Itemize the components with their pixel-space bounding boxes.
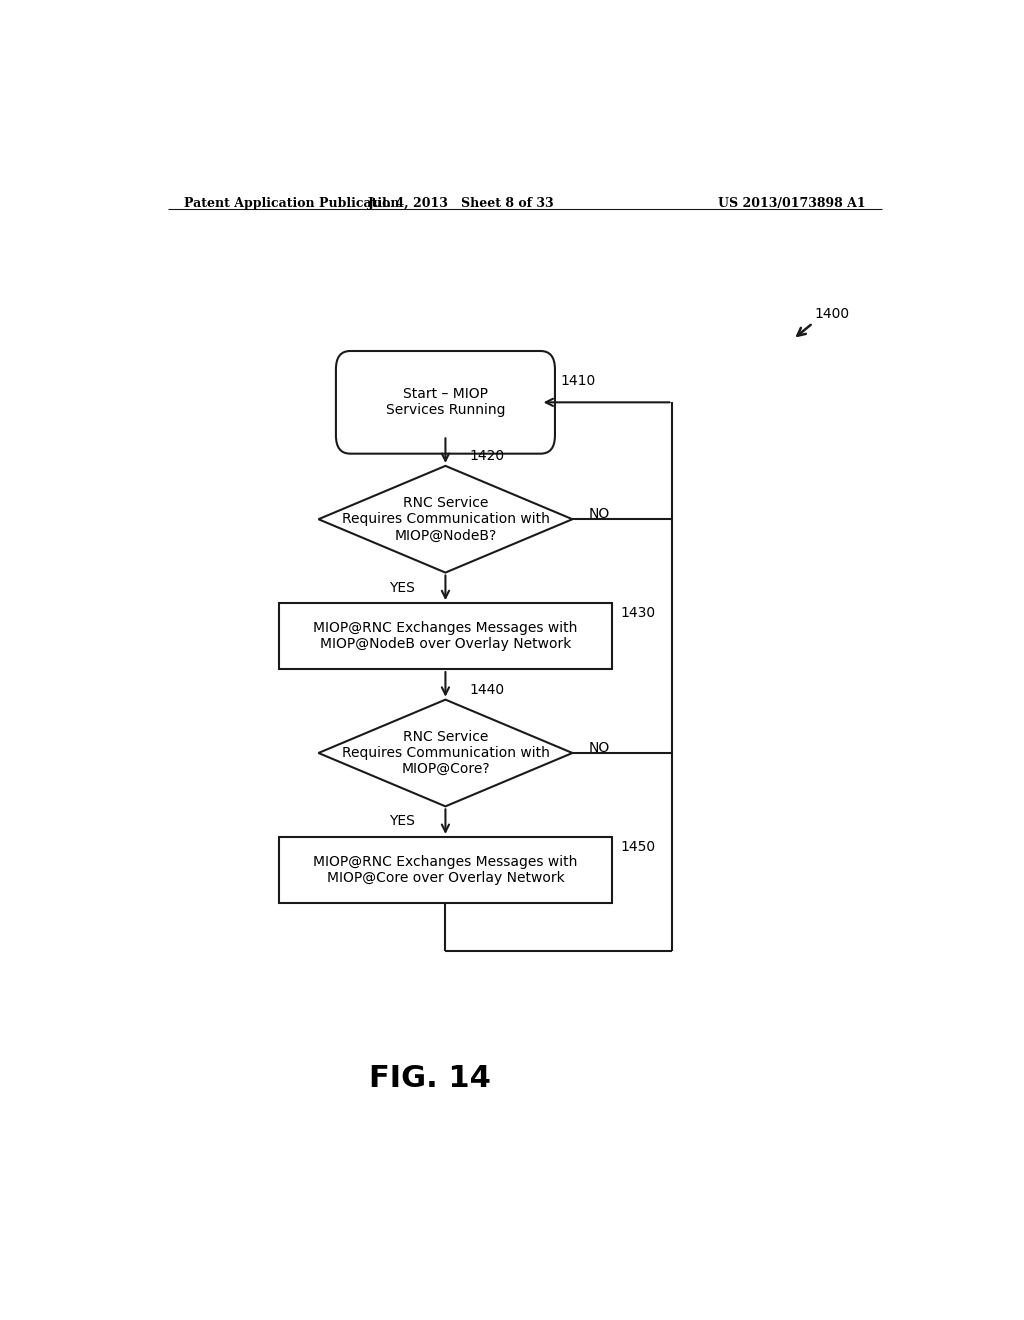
- Text: YES: YES: [389, 814, 415, 829]
- Text: US 2013/0173898 A1: US 2013/0173898 A1: [719, 197, 866, 210]
- Bar: [279, 837, 612, 903]
- Text: FIG. 14: FIG. 14: [369, 1064, 490, 1093]
- FancyBboxPatch shape: [336, 351, 555, 454]
- Text: Start – MIOP
Services Running: Start – MIOP Services Running: [386, 387, 505, 417]
- Text: RNC Service
Requires Communication with
MIOP@Core?: RNC Service Requires Communication with …: [341, 730, 550, 776]
- Text: YES: YES: [389, 581, 415, 595]
- Text: Jul. 4, 2013   Sheet 8 of 33: Jul. 4, 2013 Sheet 8 of 33: [368, 197, 555, 210]
- Text: 1450: 1450: [620, 840, 655, 854]
- Polygon shape: [318, 466, 572, 573]
- Text: Patent Application Publication: Patent Application Publication: [183, 197, 399, 210]
- Text: 1440: 1440: [469, 682, 505, 697]
- Polygon shape: [318, 700, 572, 807]
- Bar: [279, 603, 612, 669]
- Text: 1420: 1420: [469, 449, 505, 463]
- Text: 1410: 1410: [560, 375, 596, 388]
- Text: RNC Service
Requires Communication with
MIOP@NodeB?: RNC Service Requires Communication with …: [341, 496, 550, 543]
- Text: NO: NO: [588, 741, 609, 755]
- Text: NO: NO: [588, 507, 609, 521]
- Text: 1400: 1400: [814, 308, 850, 321]
- Text: MIOP@RNC Exchanges Messages with
MIOP@Core over Overlay Network: MIOP@RNC Exchanges Messages with MIOP@Co…: [313, 855, 578, 884]
- Text: 1430: 1430: [620, 606, 655, 620]
- Text: MIOP@RNC Exchanges Messages with
MIOP@NodeB over Overlay Network: MIOP@RNC Exchanges Messages with MIOP@No…: [313, 620, 578, 651]
